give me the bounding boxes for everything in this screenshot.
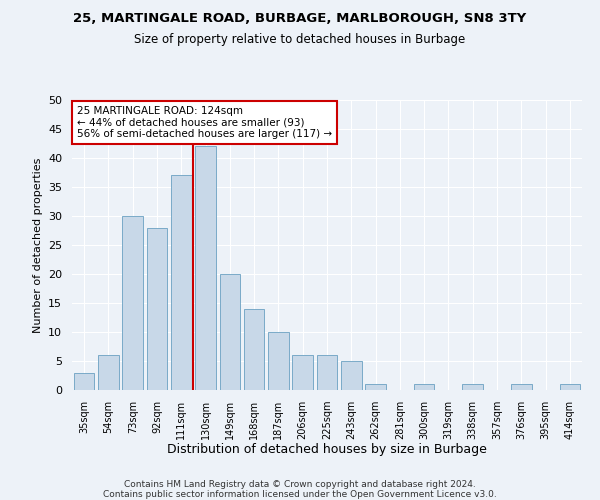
Bar <box>74 372 94 390</box>
Bar <box>220 274 240 390</box>
Text: Distribution of detached houses by size in Burbage: Distribution of detached houses by size … <box>167 442 487 456</box>
Text: Size of property relative to detached houses in Burbage: Size of property relative to detached ho… <box>134 32 466 46</box>
Bar <box>195 146 216 390</box>
Bar <box>268 332 289 390</box>
Bar <box>244 309 265 390</box>
Bar <box>511 384 532 390</box>
Bar <box>146 228 167 390</box>
Bar <box>463 384 483 390</box>
Bar <box>365 384 386 390</box>
Bar <box>317 355 337 390</box>
Text: 25, MARTINGALE ROAD, BURBAGE, MARLBOROUGH, SN8 3TY: 25, MARTINGALE ROAD, BURBAGE, MARLBOROUG… <box>73 12 527 26</box>
Bar <box>560 384 580 390</box>
Bar <box>414 384 434 390</box>
Text: Contains HM Land Registry data © Crown copyright and database right 2024.
Contai: Contains HM Land Registry data © Crown c… <box>103 480 497 500</box>
Text: 25 MARTINGALE ROAD: 124sqm
← 44% of detached houses are smaller (93)
56% of semi: 25 MARTINGALE ROAD: 124sqm ← 44% of deta… <box>77 106 332 139</box>
Bar <box>98 355 119 390</box>
Bar <box>341 361 362 390</box>
Bar <box>292 355 313 390</box>
Bar <box>171 176 191 390</box>
Y-axis label: Number of detached properties: Number of detached properties <box>32 158 43 332</box>
Bar <box>122 216 143 390</box>
